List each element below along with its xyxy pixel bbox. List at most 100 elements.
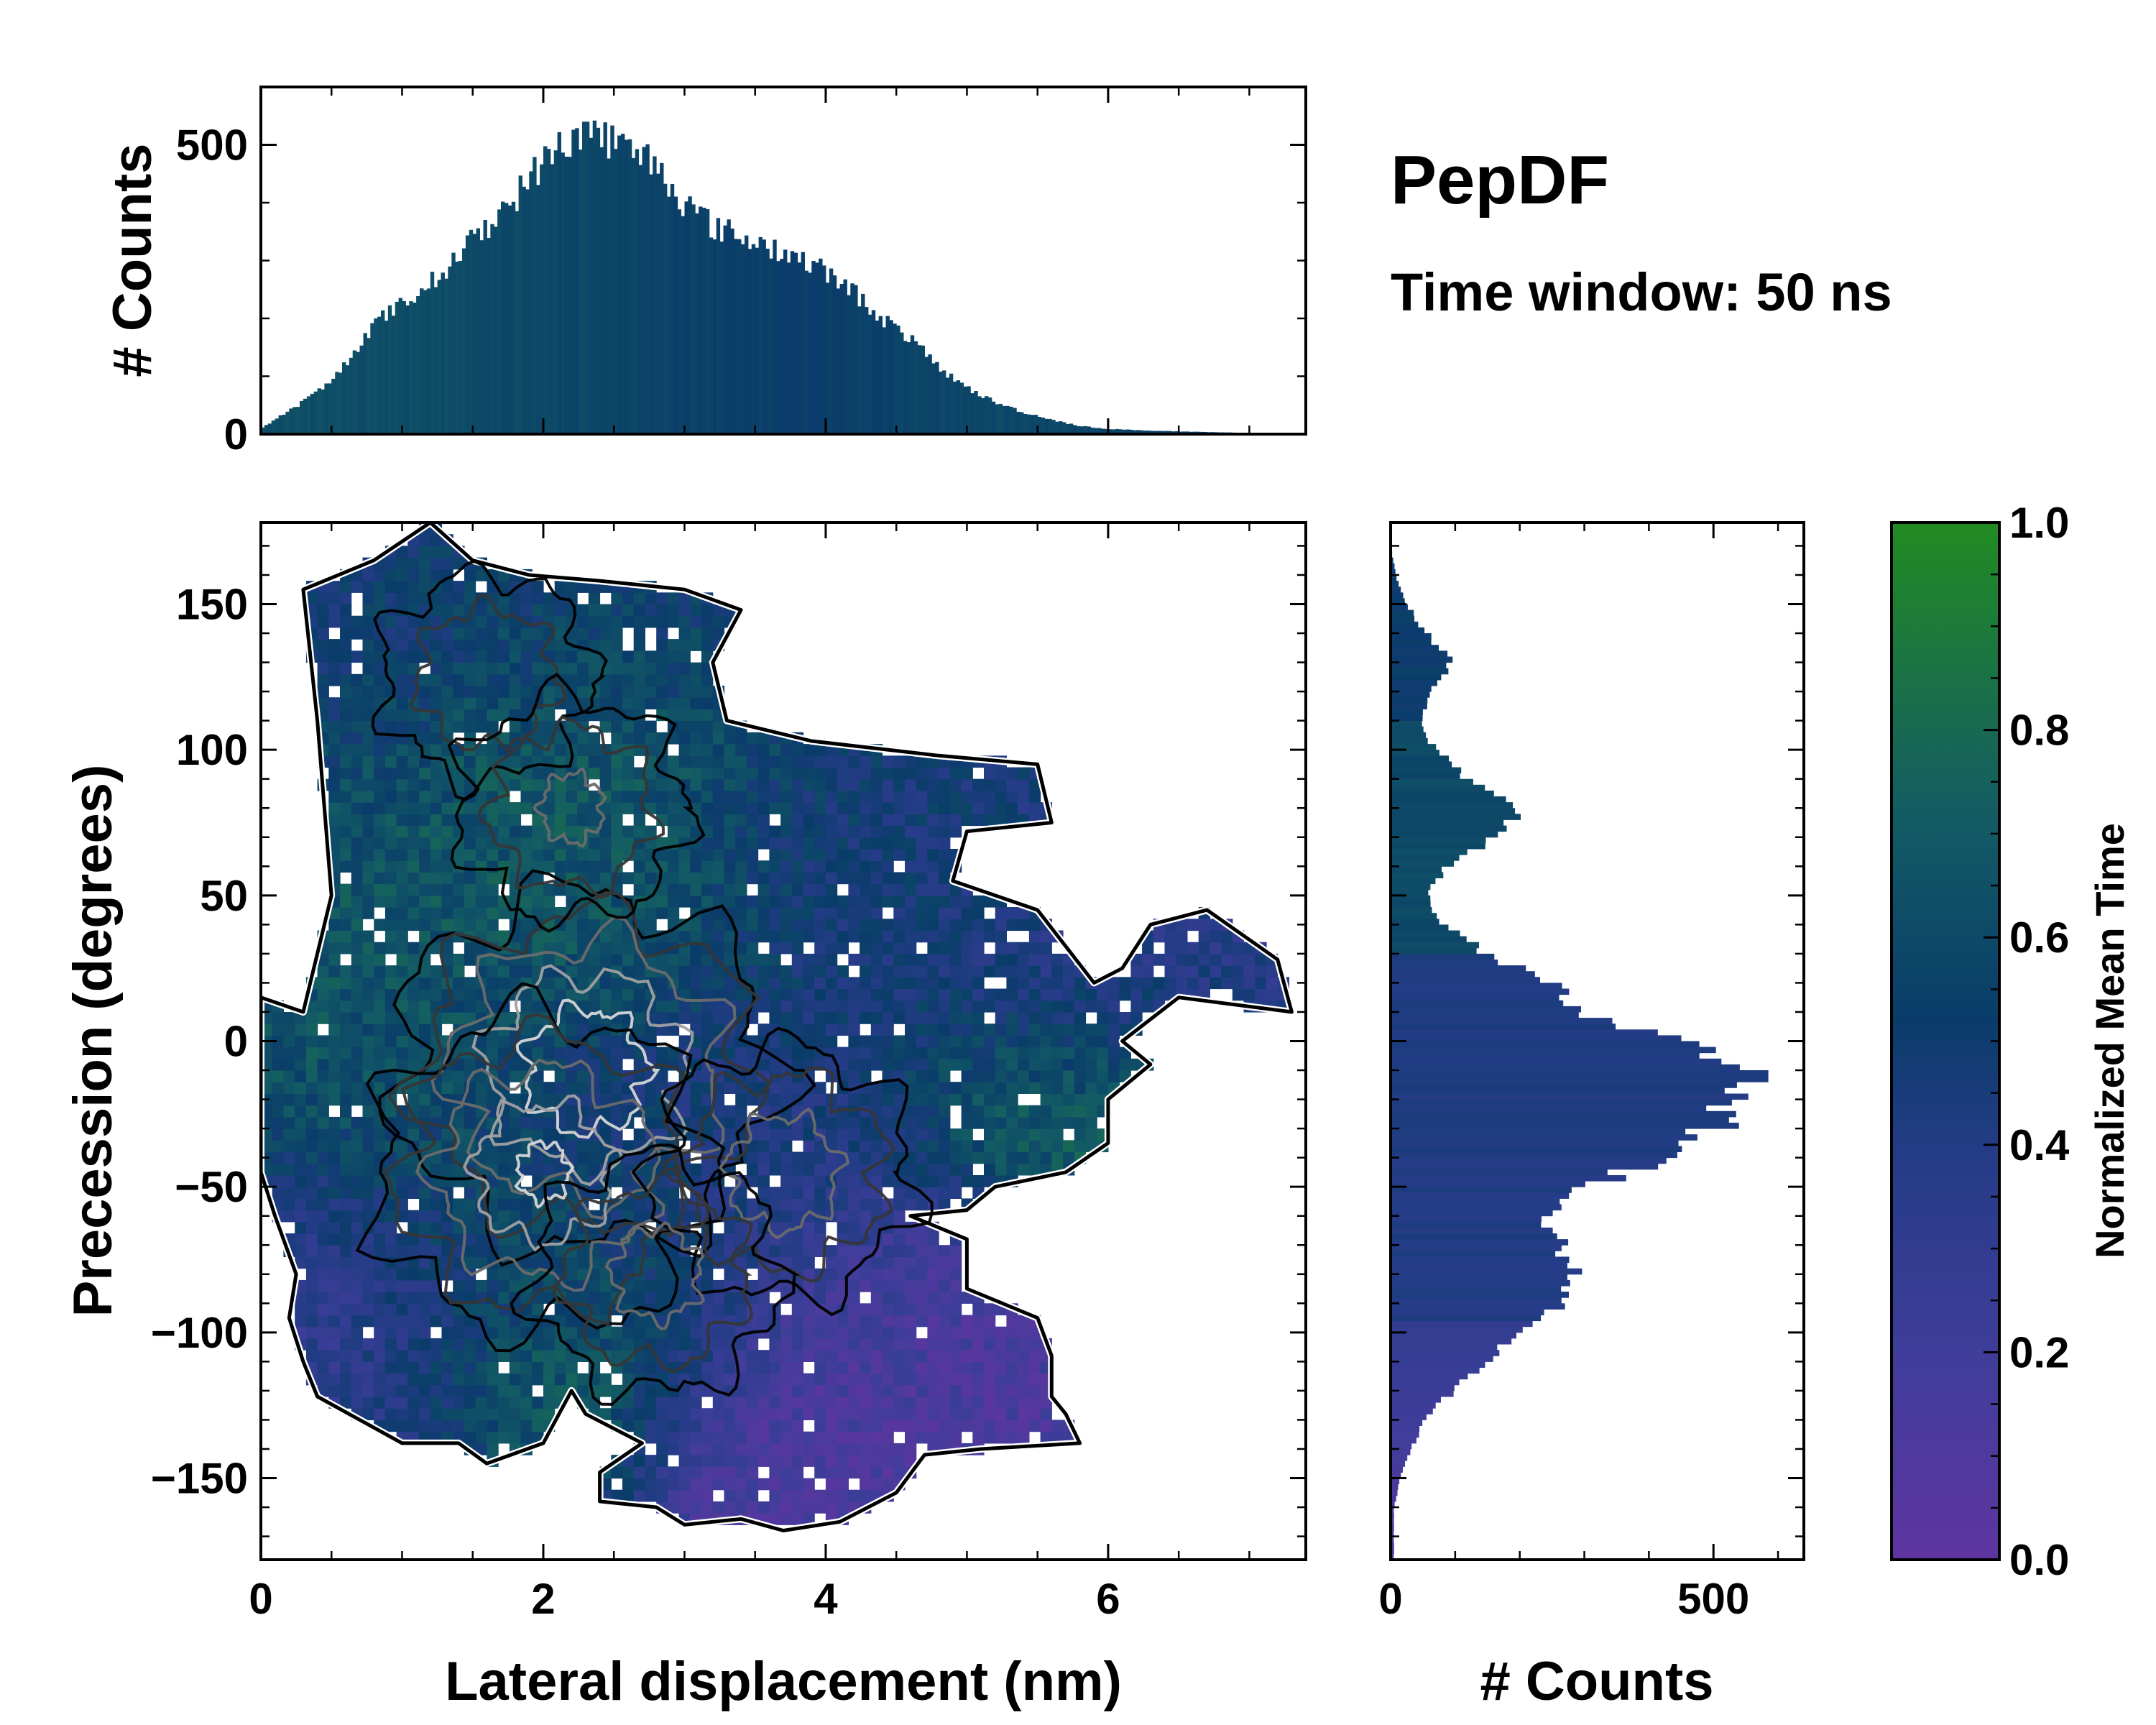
top-histogram-bar xyxy=(1107,429,1112,434)
heatmap-cell xyxy=(328,1116,341,1129)
heatmap-cell xyxy=(1040,1116,1052,1129)
heatmap-cell xyxy=(1243,977,1256,990)
heatmap-cell xyxy=(972,790,985,803)
heatmap-cell xyxy=(419,1408,431,1420)
heatmap-cell xyxy=(949,1338,962,1351)
heatmap-cell xyxy=(509,825,522,838)
heatmap-cell xyxy=(599,1279,612,1292)
heatmap-cell xyxy=(374,965,386,978)
heatmap-cell xyxy=(407,860,420,873)
heatmap-cell xyxy=(566,1024,578,1036)
y-tick-label: 100 xyxy=(176,726,248,774)
heatmap-cell xyxy=(633,650,645,663)
heatmap-cell xyxy=(577,1373,589,1386)
heatmap-cell xyxy=(419,1361,431,1374)
heatmap-cell xyxy=(712,1256,725,1269)
heatmap-cell xyxy=(690,1046,702,1059)
heatmap-cell xyxy=(972,1431,985,1444)
heatmap-cell xyxy=(848,1384,860,1397)
heatmap-cell xyxy=(396,1397,408,1409)
heatmap-cell xyxy=(893,1384,906,1397)
top-histogram-bar xyxy=(356,351,360,434)
heatmap-cell xyxy=(882,814,894,827)
heatmap-cell xyxy=(396,790,408,803)
heatmap-cell xyxy=(317,1070,329,1082)
heatmap-cell xyxy=(837,1058,849,1071)
heatmap-cell xyxy=(384,1268,397,1281)
heatmap-cell xyxy=(532,1221,544,1234)
heatmap-cell xyxy=(746,1256,759,1269)
heatmap-cell xyxy=(362,673,374,686)
heatmap-cell xyxy=(780,1513,793,1525)
heatmap-cell xyxy=(1051,1070,1064,1082)
top-histogram-bar xyxy=(285,411,290,434)
heatmap-cell xyxy=(599,1373,612,1386)
heatmap-cell xyxy=(1040,1046,1052,1059)
heatmap-cell xyxy=(746,814,759,827)
heatmap-cell xyxy=(328,720,341,733)
heatmap-cell xyxy=(407,1338,420,1351)
heatmap-cell xyxy=(599,953,612,966)
top-histogram-bar xyxy=(1090,427,1095,434)
heatmap-cell xyxy=(746,1431,759,1444)
heatmap-cell xyxy=(712,860,725,873)
heatmap-cell xyxy=(791,1082,804,1094)
top-histogram-bar xyxy=(762,239,766,434)
heatmap-cell xyxy=(532,814,544,827)
heatmap-cell xyxy=(645,1268,657,1281)
heatmap-cell xyxy=(837,1198,849,1211)
heatmap-cell xyxy=(1142,1000,1154,1013)
top-histogram-bar xyxy=(497,209,502,434)
heatmap-cell xyxy=(701,627,714,640)
heatmap-cell xyxy=(724,1082,736,1094)
top-histogram-bar xyxy=(875,321,880,434)
heatmap-cell xyxy=(769,1163,781,1176)
heatmap-cell xyxy=(419,1315,431,1328)
heatmap-cell xyxy=(791,755,804,768)
heatmap-cell xyxy=(757,1478,770,1491)
heatmap-cell xyxy=(690,988,702,1001)
heatmap-cell xyxy=(769,1373,781,1386)
top-histogram-bar xyxy=(599,147,604,435)
heatmap-cell xyxy=(396,1035,408,1048)
heatmap-cell xyxy=(475,1408,487,1420)
heatmap-cell xyxy=(1051,1035,1064,1048)
heatmap-cell xyxy=(949,953,962,966)
top-histogram-bar xyxy=(420,288,424,434)
heatmap-cell xyxy=(939,1256,951,1269)
top-histogram-bar xyxy=(374,318,378,434)
heatmap-cell xyxy=(916,1303,928,1316)
heatmap-cell xyxy=(837,1245,849,1257)
heatmap-cell xyxy=(1028,1420,1041,1432)
heatmap-cell xyxy=(430,1163,443,1176)
heatmap-cell xyxy=(588,849,601,861)
heatmap-cell xyxy=(803,814,815,827)
heatmap-cell xyxy=(882,1175,894,1187)
heatmap-cell xyxy=(1028,802,1041,814)
top-histogram-bar xyxy=(843,279,847,434)
heatmap-cell xyxy=(554,744,566,756)
heatmap-cell xyxy=(746,1175,759,1187)
heatmap-cell xyxy=(825,1501,838,1514)
heatmap-cell xyxy=(803,1326,815,1339)
top-histogram-bar xyxy=(649,174,653,434)
top-histogram-bar xyxy=(359,345,364,434)
heatmap-cell xyxy=(384,1256,397,1269)
top-histogram-bar xyxy=(1115,428,1120,434)
heatmap-cell xyxy=(532,1070,544,1082)
heatmap-cell xyxy=(882,1408,894,1420)
heatmap-cell xyxy=(690,1082,702,1094)
top-histogram-bar xyxy=(423,290,428,434)
heatmap-cell xyxy=(860,1303,872,1316)
heatmap-cell xyxy=(814,1455,826,1467)
heatmap-cell xyxy=(667,1350,680,1362)
heatmap-cell xyxy=(430,977,443,990)
heatmap-cell xyxy=(543,1163,556,1176)
heatmap-cell xyxy=(939,767,951,780)
heatmap-cell xyxy=(678,988,691,1001)
heatmap-cell xyxy=(882,1420,894,1432)
heatmap-cell xyxy=(1232,953,1245,966)
heatmap-cell xyxy=(340,790,352,803)
heatmap-cell xyxy=(611,802,623,814)
heatmap-cell xyxy=(374,1279,386,1292)
